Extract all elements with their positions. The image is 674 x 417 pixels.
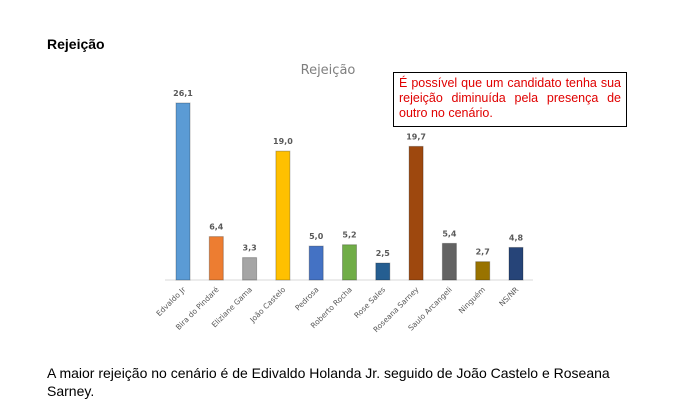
data-label: 2,7: [476, 248, 490, 257]
bar: [308, 245, 324, 281]
bar: [208, 236, 224, 281]
data-label: 6,4: [209, 223, 224, 232]
bar: [242, 257, 258, 281]
bar: [508, 246, 524, 281]
data-label: 2,5: [376, 249, 391, 258]
data-label: 3,3: [243, 244, 257, 253]
data-label: 5,0: [309, 232, 324, 241]
category-label: NS/NR: [497, 285, 520, 308]
bar: [375, 262, 391, 281]
annotation-box: É possível que um candidato tenha sua re…: [393, 72, 627, 127]
data-label: 19,7: [406, 132, 426, 141]
section-heading: Rejeição: [47, 36, 105, 52]
data-label: 5,4: [442, 229, 457, 238]
bar: [475, 261, 491, 281]
category-label: João Castelo: [247, 285, 287, 325]
chart-title: Rejeição: [301, 63, 356, 78]
conclusion-text: A maior rejeição no cenário é de Edivald…: [47, 365, 610, 399]
data-label: 26,1: [173, 89, 193, 98]
bar: [275, 150, 291, 281]
data-label: 19,0: [273, 137, 293, 146]
data-label: 4,8: [509, 233, 524, 242]
category-label: Edvaldo Jr: [154, 284, 188, 318]
bar: [408, 145, 424, 281]
category-label: Ninguém: [457, 285, 487, 315]
data-label: 5,2: [342, 231, 356, 240]
bar: [441, 242, 457, 281]
bar: [342, 244, 357, 281]
bar: [175, 102, 191, 281]
category-label: Rose Sales: [352, 285, 387, 320]
category-label: Pedrosa: [293, 285, 320, 312]
